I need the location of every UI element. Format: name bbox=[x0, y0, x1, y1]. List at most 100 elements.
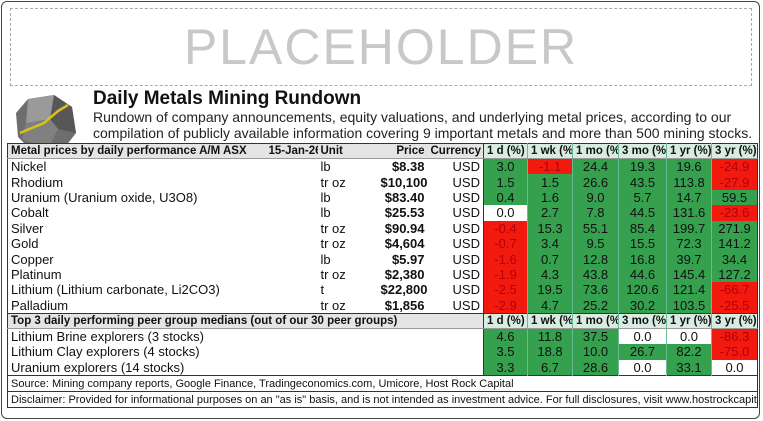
price: $4,604 bbox=[384, 236, 425, 252]
metal-row: Nickel lb $8.38 USD 3.0 -1.1 24.4 19.3 19.6 -24.9 bbox=[7, 158, 758, 175]
pct-cell: 3.0 bbox=[483, 158, 528, 175]
peers-header-row: Top 3 daily performing peer group median… bbox=[7, 312, 758, 329]
price: $25.53 bbox=[384, 205, 425, 221]
metal-name: Platinum bbox=[7, 266, 318, 283]
pct-cell: 0.7 bbox=[527, 251, 573, 267]
pct-cell: 44.5 bbox=[618, 205, 667, 221]
pct-cell: 9.5 bbox=[572, 235, 619, 252]
source-text: Source: Mining company reports, Google F… bbox=[7, 375, 758, 392]
pct-cell: 0.0 bbox=[666, 328, 712, 345]
pct-cell: 103.5 bbox=[666, 297, 712, 314]
section-header: Top 3 daily performing peer group median… bbox=[7, 312, 484, 329]
metal-name: Uranium (Uranium oxide, U3O8) bbox=[7, 189, 318, 206]
pct-cell: 0.0 bbox=[483, 205, 528, 221]
pct-cell: 85.4 bbox=[618, 220, 667, 236]
pct-cell: 24.4 bbox=[572, 158, 619, 175]
column-header: 3 mo (%) bbox=[618, 143, 667, 159]
column-header: 3 yr (%) bbox=[711, 312, 758, 329]
column-header: 1 d (%) bbox=[483, 143, 528, 159]
pct-cell: 10.0 bbox=[572, 344, 619, 360]
pct-cell: 44.6 bbox=[618, 266, 667, 283]
pct-cell: 43.5 bbox=[618, 174, 667, 190]
pct-cell: 3.5 bbox=[483, 344, 528, 360]
currency: USD bbox=[452, 205, 480, 221]
pct-cell: 37.5 bbox=[572, 328, 619, 345]
pct-cell: 30.2 bbox=[618, 297, 667, 314]
pct-cell: -0.7 bbox=[483, 235, 528, 252]
unit: tr oz bbox=[320, 297, 346, 313]
pct-cell: 145.4 bbox=[666, 266, 712, 283]
metal-row: Uranium (Uranium oxide, U3O8) lb $83.40 USD… bbox=[7, 189, 758, 206]
pct-cell: 19.3 bbox=[618, 158, 667, 175]
pct-cell: 26.7 bbox=[618, 344, 667, 360]
pct-cell: 73.6 bbox=[572, 282, 619, 298]
pct-cell: 72.3 bbox=[666, 235, 712, 252]
unit: tr oz bbox=[320, 174, 346, 190]
unit: lb bbox=[320, 251, 331, 267]
metal-row: Platinum tr oz $2,380 USD -1.9 4.3 43.8 44.6 145… bbox=[7, 266, 758, 283]
pct-cell: 0.0 bbox=[618, 328, 667, 345]
pct-cell: -23.6 bbox=[711, 205, 758, 221]
pct-cell: 0.0 bbox=[618, 359, 667, 376]
pct-cell: 19.6 bbox=[666, 158, 712, 175]
pct-cell: 4.6 bbox=[483, 328, 528, 345]
pct-cell: 28.6 bbox=[572, 359, 619, 376]
metal-row: Cobalt lb $25.53 USD 0.0 2.7 7.8 44.5 131.6 -23.6 bbox=[7, 205, 758, 221]
metal-row: Silver tr oz $90.94 USD -0.4 15.3 55.1 85.4 199.… bbox=[7, 220, 758, 236]
price: $5.97 bbox=[391, 251, 425, 267]
pct-cell: 121.4 bbox=[666, 282, 712, 298]
peer-row: Lithium Brine explorers (3 stocks) 4.6 11.… bbox=[7, 328, 758, 345]
price: $90.94 bbox=[384, 220, 425, 236]
rock-logo-icon bbox=[16, 95, 76, 153]
column-header: Unit bbox=[317, 143, 378, 159]
metals-header-row: Metal prices by daily performance A/M AS… bbox=[7, 143, 758, 159]
unit: tr oz bbox=[320, 266, 346, 282]
pct-cell: -75.0 bbox=[711, 344, 758, 360]
metal-row: Rhodium tr oz $10,100 USD 1.5 1.5 26.6 43.5 113.… bbox=[7, 174, 758, 190]
pct-cell: 271.9 bbox=[711, 220, 758, 236]
metal-row: Copper lb $5.97 USD -1.6 0.7 12.8 16.8 39.7 34.4 bbox=[7, 251, 758, 267]
unit: tr oz bbox=[320, 220, 346, 236]
unit: tr oz bbox=[320, 236, 346, 252]
peer-row: Uranium explorers (14 stocks) 3.3 6.7 28.6 0… bbox=[7, 359, 758, 376]
pct-cell: 25.2 bbox=[572, 297, 619, 314]
unit: lb bbox=[320, 205, 331, 221]
report-subtitle: Rundown of company announcements, equity… bbox=[93, 109, 753, 141]
pct-cell: 4.3 bbox=[527, 266, 573, 283]
price: $8.38 bbox=[391, 159, 425, 175]
metal-row: Lithium (Lithium carbonate, Li2CO3) t $22,… bbox=[7, 282, 758, 298]
metal-name: Silver bbox=[7, 220, 318, 236]
column-header: 1 yr (%) bbox=[666, 312, 712, 329]
currency: USD bbox=[452, 174, 480, 190]
pct-cell: 15.5 bbox=[618, 235, 667, 252]
pct-cell: 18.8 bbox=[527, 344, 573, 360]
column-header: 1 d (%) bbox=[483, 312, 528, 329]
pct-cell: 11.8 bbox=[527, 328, 573, 345]
column-header: 1 wk (%) bbox=[527, 143, 573, 159]
peer-row: Lithium Clay explorers (4 stocks) 3.5 18.8… bbox=[7, 344, 758, 360]
pct-cell: 15.3 bbox=[527, 220, 573, 236]
pct-cell: 2.7 bbox=[527, 205, 573, 221]
pct-cell: 120.6 bbox=[618, 282, 667, 298]
currency: USD bbox=[452, 236, 480, 252]
unit: lb bbox=[320, 189, 331, 205]
report-title: Daily Metals Mining Rundown bbox=[93, 88, 362, 109]
pct-cell: 39.7 bbox=[666, 251, 712, 267]
metal-row: Gold tr oz $4,604 USD -0.7 3.4 9.5 15.5 72.3 141.… bbox=[7, 235, 758, 252]
peer-name: Lithium Clay explorers (4 stocks) bbox=[7, 344, 484, 360]
pct-cell: -0.4 bbox=[483, 220, 528, 236]
column-header: 3 mo (%) bbox=[618, 312, 667, 329]
pct-cell: -66.7 bbox=[711, 282, 758, 298]
peer-name: Lithium Brine explorers (3 stocks) bbox=[7, 328, 484, 345]
pct-cell: 19.5 bbox=[527, 282, 573, 298]
metal-row: Palladium tr oz $1,856 USD -2.9 4.7 25.2 30.2 10… bbox=[7, 297, 758, 314]
pct-cell: -2.5 bbox=[483, 282, 528, 298]
pct-cell: 34.4 bbox=[711, 251, 758, 267]
pct-cell: -1.9 bbox=[483, 266, 528, 283]
pct-cell: 0.0 bbox=[711, 359, 758, 376]
price: $2,380 bbox=[384, 266, 425, 282]
pct-cell: -27.9 bbox=[711, 174, 758, 190]
pct-cell: -2.9 bbox=[483, 297, 528, 314]
pct-cell: 131.6 bbox=[666, 205, 712, 221]
